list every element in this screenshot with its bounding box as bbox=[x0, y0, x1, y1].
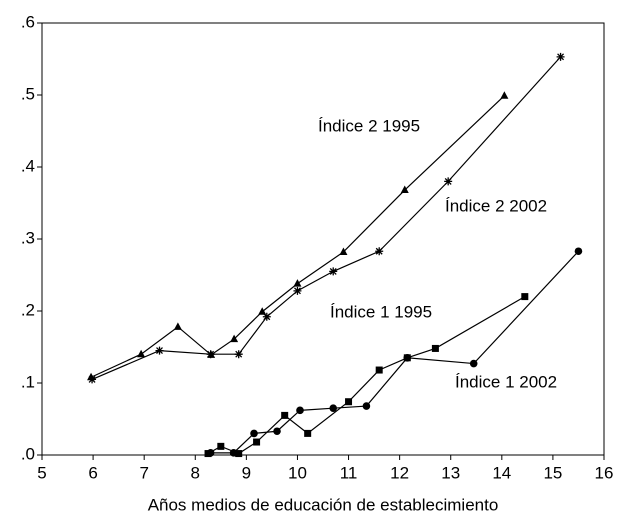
marker bbox=[230, 334, 239, 343]
marker bbox=[296, 406, 304, 415]
marker bbox=[281, 411, 289, 419]
marker bbox=[253, 438, 261, 446]
marker bbox=[273, 427, 281, 436]
marker bbox=[155, 346, 164, 355]
marker bbox=[444, 177, 453, 186]
x-tick-label: 9 bbox=[242, 463, 251, 482]
marker bbox=[258, 307, 267, 315]
x-tick-label: 16 bbox=[595, 463, 614, 482]
marker bbox=[234, 350, 243, 359]
marker bbox=[403, 354, 412, 362]
marker bbox=[206, 449, 215, 457]
marker bbox=[375, 247, 384, 256]
y-tick-label: .0 bbox=[21, 444, 35, 463]
marker bbox=[173, 322, 182, 330]
x-axis-label: Años medios de educación de establecimie… bbox=[148, 495, 499, 514]
marker bbox=[304, 429, 312, 437]
x-tick-label: 12 bbox=[390, 463, 409, 482]
marker bbox=[229, 449, 238, 457]
marker bbox=[262, 312, 271, 321]
x-tick-label: 11 bbox=[340, 463, 358, 482]
x-tick-label: 6 bbox=[88, 463, 97, 482]
x-tick-label: 10 bbox=[288, 463, 307, 482]
marker bbox=[521, 293, 529, 301]
marker bbox=[293, 286, 302, 295]
x-tick-label: 8 bbox=[191, 463, 200, 482]
y-tick-label: .3 bbox=[21, 228, 35, 247]
marker bbox=[339, 247, 348, 255]
x-tick-label: 15 bbox=[543, 463, 562, 482]
marker bbox=[329, 267, 338, 276]
series-label: Índice 1 1995 bbox=[330, 302, 432, 321]
marker bbox=[206, 350, 215, 359]
marker bbox=[556, 52, 565, 61]
marker bbox=[431, 344, 439, 352]
marker bbox=[137, 349, 146, 358]
y-tick-label: .4 bbox=[21, 156, 35, 175]
marker bbox=[329, 404, 338, 413]
series-label: Índice 1 2002 bbox=[455, 372, 557, 391]
marker bbox=[469, 359, 478, 368]
marker bbox=[400, 185, 409, 194]
marker bbox=[362, 402, 371, 410]
series-label: Índice 2 1995 bbox=[318, 116, 420, 135]
y-tick-label: .2 bbox=[21, 300, 35, 319]
marker bbox=[235, 450, 243, 458]
y-tick-label: .5 bbox=[21, 84, 35, 103]
marker bbox=[293, 279, 302, 287]
marker bbox=[500, 91, 509, 99]
marker bbox=[574, 247, 583, 256]
marker bbox=[250, 429, 258, 438]
x-tick-label: 14 bbox=[492, 463, 511, 482]
marker bbox=[88, 375, 97, 384]
x-tick-label: 13 bbox=[441, 463, 460, 482]
series-line bbox=[91, 56, 562, 380]
series-line bbox=[210, 250, 579, 454]
series-label: Índice 2 2002 bbox=[445, 196, 547, 215]
y-tick-label: .6 bbox=[21, 12, 35, 31]
marker bbox=[217, 442, 225, 450]
x-tick-label: 7 bbox=[139, 463, 148, 482]
marker bbox=[375, 366, 383, 374]
series-line bbox=[90, 95, 505, 378]
y-tick-label: .1 bbox=[21, 372, 35, 391]
x-tick-label: 5 bbox=[37, 463, 46, 482]
marker bbox=[345, 398, 353, 406]
